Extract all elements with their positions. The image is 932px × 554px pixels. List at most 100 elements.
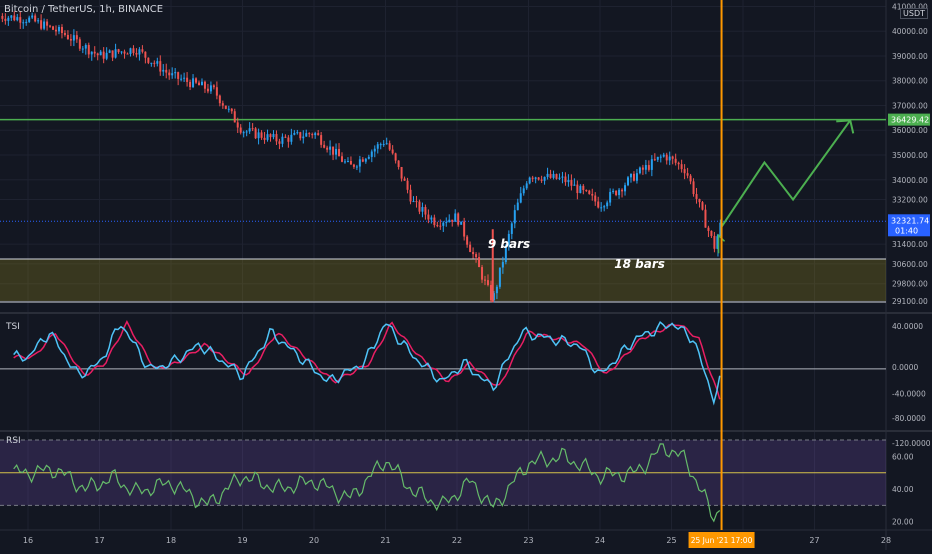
candle xyxy=(46,18,49,31)
candle xyxy=(540,175,543,183)
candle xyxy=(358,155,361,173)
candle-body xyxy=(251,128,254,130)
candle xyxy=(278,138,281,150)
candle-body xyxy=(43,21,46,29)
candle xyxy=(442,221,445,233)
time-axis-label: 22 xyxy=(452,536,462,545)
candle xyxy=(600,202,603,212)
candle-body xyxy=(212,85,215,88)
candle xyxy=(627,175,630,187)
candle xyxy=(415,195,418,208)
candle xyxy=(75,31,78,43)
candle xyxy=(484,275,487,286)
current-price-tag xyxy=(888,214,930,237)
candle xyxy=(650,155,653,177)
candle-body xyxy=(314,133,317,136)
candle-body xyxy=(254,128,257,139)
candle xyxy=(591,188,594,201)
candle xyxy=(22,19,25,29)
candle-body xyxy=(248,128,251,132)
candle-body xyxy=(484,279,487,281)
time-axis-label: 19 xyxy=(237,536,247,545)
candle-body xyxy=(600,207,603,209)
candle xyxy=(221,100,224,109)
candle-body xyxy=(582,185,585,190)
candle-body xyxy=(475,254,478,258)
candle-body xyxy=(692,181,695,195)
candle xyxy=(469,241,472,253)
candle-body xyxy=(573,184,576,186)
candle-body xyxy=(403,178,406,181)
candle-body xyxy=(561,176,564,178)
candle-body xyxy=(388,143,391,150)
candle-body xyxy=(105,52,108,59)
candle xyxy=(367,154,370,160)
time-axis-label: 17 xyxy=(94,536,104,545)
candle-body xyxy=(168,72,171,76)
candle-body xyxy=(296,132,299,134)
candle xyxy=(102,47,105,64)
candle-body xyxy=(114,49,117,58)
candle xyxy=(332,146,335,161)
candle xyxy=(60,24,63,39)
candle xyxy=(111,50,114,62)
candle xyxy=(576,180,579,200)
candle xyxy=(218,94,221,107)
candle xyxy=(427,209,430,224)
candle-body xyxy=(504,245,507,263)
candle-body xyxy=(320,135,323,145)
candle xyxy=(680,159,683,173)
candle-body xyxy=(621,189,624,192)
candle xyxy=(233,108,236,123)
candle-body xyxy=(394,153,397,161)
candle xyxy=(704,204,707,228)
candle-body xyxy=(546,173,549,177)
candle-body xyxy=(552,174,555,178)
candle xyxy=(615,190,618,197)
candle-body xyxy=(451,219,454,222)
candle-body xyxy=(198,82,201,86)
candle-body xyxy=(391,149,394,154)
candle-body xyxy=(302,136,305,139)
candle-body xyxy=(492,293,495,301)
candle xyxy=(689,174,692,185)
candle-body xyxy=(543,176,546,181)
candle xyxy=(421,202,424,218)
candle-body xyxy=(141,49,144,52)
candle xyxy=(329,140,332,156)
candle-body xyxy=(412,201,415,203)
price-axis-label: 35000.00 xyxy=(892,151,928,160)
candle xyxy=(638,166,641,175)
candle-body xyxy=(52,26,55,30)
tsi-pane-label: TSI xyxy=(6,322,20,332)
candle xyxy=(629,173,632,183)
candle xyxy=(180,74,183,82)
candle xyxy=(632,171,635,182)
candle xyxy=(457,212,460,227)
candle-body xyxy=(564,176,567,183)
currency-badge[interactable]: USDT xyxy=(900,8,928,19)
candle xyxy=(215,81,218,100)
candle xyxy=(701,200,704,211)
candle-body xyxy=(430,217,433,220)
candle-body xyxy=(540,179,543,181)
candle xyxy=(87,42,90,59)
candle-body xyxy=(683,169,686,174)
candle-body xyxy=(650,159,653,170)
candle xyxy=(516,198,519,211)
candle xyxy=(266,129,269,142)
candle xyxy=(123,49,126,59)
candle xyxy=(659,154,662,163)
candle-body xyxy=(686,173,689,176)
candle xyxy=(141,45,144,54)
candle-body xyxy=(57,26,60,32)
candle xyxy=(716,234,719,250)
candle-body xyxy=(329,146,332,150)
candle-body xyxy=(615,190,618,196)
candle xyxy=(165,63,168,79)
candle-body xyxy=(445,222,448,224)
candle xyxy=(489,280,492,303)
